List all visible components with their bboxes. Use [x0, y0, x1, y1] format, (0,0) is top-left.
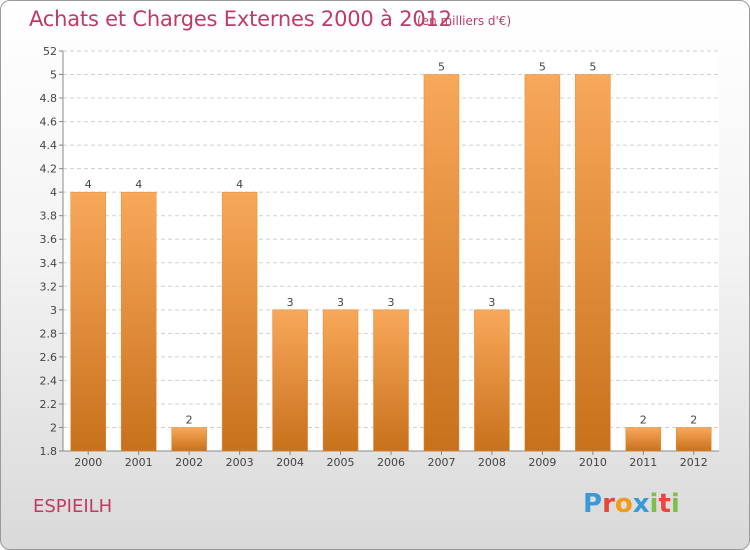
data-label: 3	[287, 296, 294, 309]
commune-name: ESPIEILH	[33, 496, 113, 517]
bar	[70, 191, 106, 452]
y-tick-label: 5	[50, 69, 57, 82]
y-tick-label: 3.6	[40, 233, 58, 246]
x-tick-label: 2002	[175, 456, 203, 469]
data-label: 3	[337, 296, 344, 309]
y-tick-label: 3.8	[40, 210, 58, 223]
y-tick-label: 2.8	[40, 327, 58, 340]
bar	[171, 427, 207, 452]
chart-title: Achats et Charges Externes 2000 à 2012	[29, 7, 452, 31]
x-tick-label: 2003	[226, 456, 254, 469]
proxiti-logo[interactable]: Proxiti	[583, 489, 680, 519]
y-tick-label: 4	[50, 186, 57, 199]
bar	[676, 427, 712, 452]
bar	[322, 309, 359, 452]
y-tick-label: 4.2	[40, 163, 58, 176]
x-tick-label: 2004	[276, 456, 304, 469]
x-tick-label: 2008	[478, 456, 506, 469]
bar	[575, 74, 611, 452]
logo-letter: r	[602, 489, 615, 519]
bar	[221, 191, 258, 452]
logo-letter: i	[670, 489, 680, 519]
bar	[524, 74, 561, 452]
x-tick-label: 2012	[680, 456, 708, 469]
y-tick-label: 2.4	[40, 374, 58, 387]
data-label: 4	[236, 178, 243, 191]
y-tick-label: 3	[50, 304, 57, 317]
y-tick-label: 2.6	[40, 351, 58, 364]
data-label: 5	[589, 61, 596, 74]
x-tick-label: 2011	[629, 456, 657, 469]
data-label: 2	[690, 413, 697, 426]
logo-letter: t	[658, 489, 671, 519]
bar	[272, 309, 308, 452]
data-label: 2	[640, 413, 647, 426]
y-tick-label: 2	[50, 421, 57, 434]
x-tick-label: 2005	[327, 456, 355, 469]
data-label: 3	[488, 296, 495, 309]
logo-letter: i	[649, 489, 659, 519]
bar	[474, 309, 510, 452]
bar	[373, 309, 409, 452]
bar	[120, 191, 157, 452]
logo-letter: x	[632, 489, 650, 519]
x-tick-label: 2007	[427, 456, 455, 469]
y-tick-label: 4.6	[40, 116, 58, 129]
logo-letter: o	[614, 489, 633, 519]
bar	[625, 427, 662, 452]
x-tick-label: 2009	[528, 456, 556, 469]
x-tick-label: 2006	[377, 456, 405, 469]
x-tick-label: 2010	[579, 456, 607, 469]
data-label: 4	[135, 178, 142, 191]
y-tick-label: 2.2	[40, 398, 58, 411]
logo-letter: P	[583, 489, 603, 519]
x-tick-label: 2000	[74, 456, 102, 469]
bar	[423, 74, 460, 452]
data-label: 5	[438, 61, 445, 74]
y-tick-label: 4.8	[40, 92, 58, 105]
chart-subtitle: (en milliers d'€)	[417, 14, 512, 28]
y-tick-label: 4.4	[40, 139, 58, 152]
data-label: 3	[388, 296, 395, 309]
y-tick-label: 3.2	[40, 280, 58, 293]
data-label: 5	[539, 61, 546, 74]
y-tick-label: 3.4	[40, 257, 58, 270]
data-label: 2	[186, 413, 193, 426]
data-label: 4	[85, 178, 92, 191]
y-tick-label: 52	[43, 45, 57, 58]
y-tick-label: 1.8	[40, 445, 58, 458]
x-tick-label: 2001	[125, 456, 153, 469]
